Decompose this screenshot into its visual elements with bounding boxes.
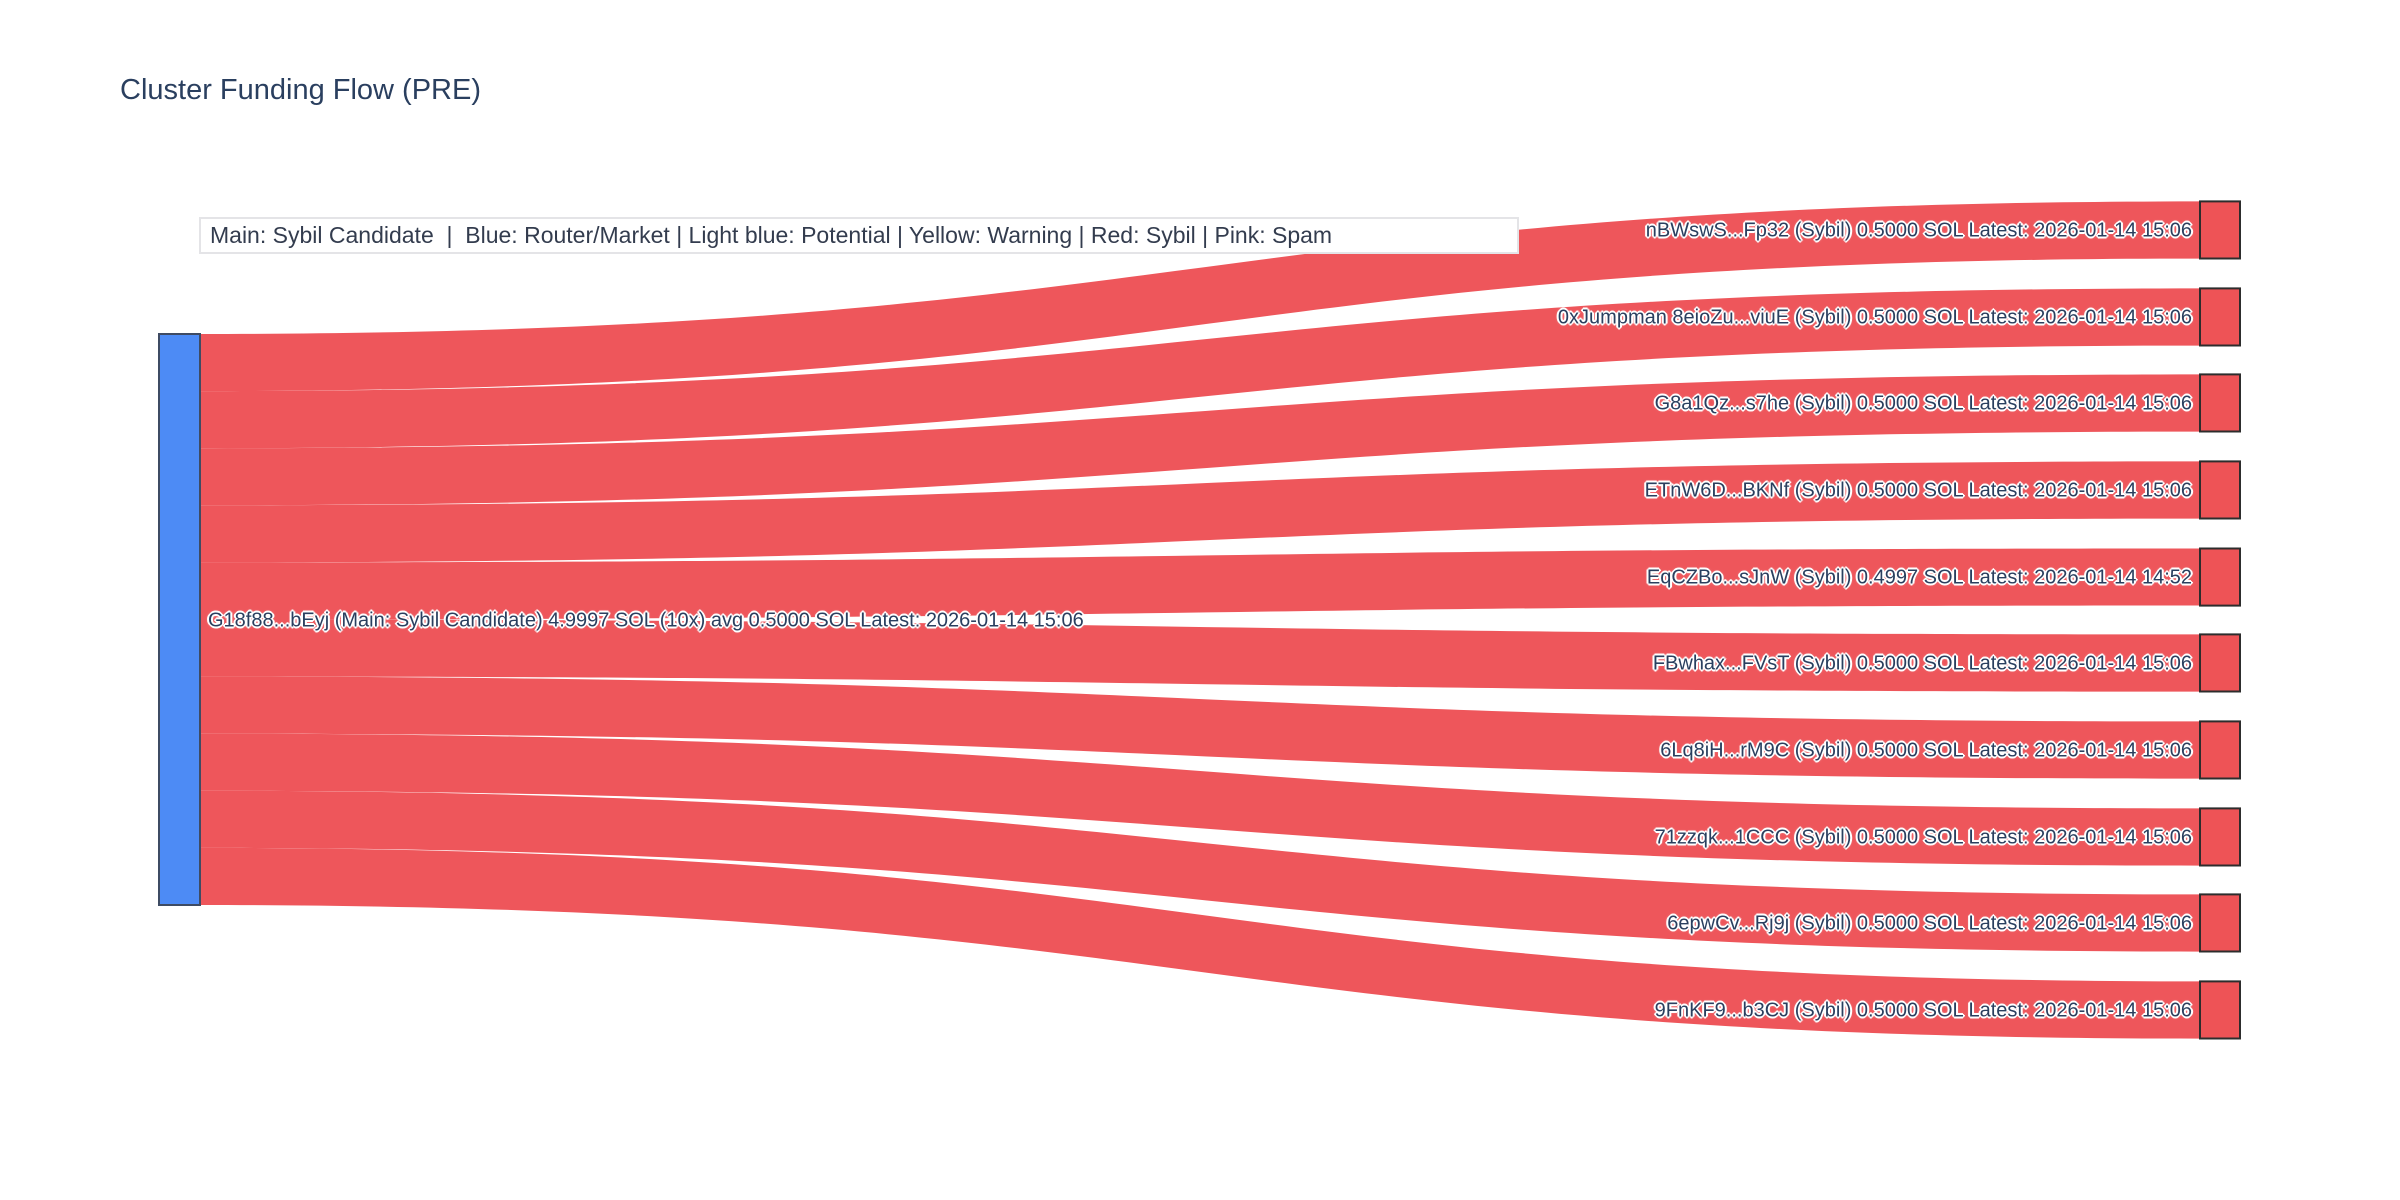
sankey-node-target[interactable] (2199, 633, 2241, 693)
color-legend: Main: Sybil Candidate | Blue: Router/Mar… (199, 217, 1519, 254)
sankey-link[interactable] (200, 288, 2200, 449)
source-node-label: G18f88...bEyj (Main: Sybil Candidate) 4.… (208, 609, 1084, 631)
target-node-label: 6epwCv...Rj9j (Sybil) 0.5000 SOL Latest:… (1667, 912, 2192, 935)
target-node-label: 0xJumpman 8eioZu...viuE (Sybil) 0.5000 S… (1557, 306, 2192, 329)
sankey-node-target[interactable] (2199, 373, 2241, 433)
sankey-link[interactable] (200, 676, 2200, 779)
target-node-label: G8a1Qz...s7he (Sybil) 0.5000 SOL Latest:… (1654, 392, 2192, 415)
target-node-label: FBwhax...FVsT (Sybil) 0.5000 SOL Latest:… (1652, 652, 2192, 675)
sankey-node-target[interactable] (2199, 287, 2241, 347)
sankey-node-target[interactable] (2199, 200, 2241, 260)
sankey-link[interactable] (200, 548, 2200, 620)
sankey-link[interactable] (200, 790, 2200, 952)
sankey-link[interactable] (200, 733, 2200, 866)
target-node-label: 9FnKF9...b3CJ (Sybil) 0.5000 SOL Latest:… (1654, 999, 2192, 1022)
sankey-link[interactable] (200, 619, 2200, 692)
chart-title: Cluster Funding Flow (PRE) (120, 74, 481, 106)
sankey-node-target[interactable] (2199, 460, 2241, 520)
sankey-link[interactable] (200, 847, 2200, 1039)
sankey-link[interactable] (200, 461, 2200, 563)
target-node-label: 6Lq8iH...rM9C (Sybil) 0.5000 SOL Latest:… (1660, 739, 2192, 762)
target-node-label: ETnW6D...BKNf (Sybil) 0.5000 SOL Latest:… (1644, 479, 2192, 502)
color-legend-text: Main: Sybil Candidate | Blue: Router/Mar… (210, 222, 1333, 248)
sankey-node-target[interactable] (2199, 720, 2241, 780)
sankey-node-target[interactable] (2199, 547, 2241, 607)
target-node-label: 71zzqk...1CCC (Sybil) 0.5000 SOL Latest:… (1654, 826, 2192, 849)
sankey-node-target[interactable] (2199, 807, 2241, 867)
sankey-node-target[interactable] (2199, 980, 2241, 1040)
sankey-link[interactable] (200, 201, 2200, 392)
sankey-node-source[interactable] (158, 333, 201, 906)
sankey-link[interactable] (200, 374, 2200, 506)
target-node-label: nBWswS...Fp32 (Sybil) 0.5000 SOL Latest:… (1645, 219, 2192, 242)
target-node-label: EqCZBo...sJnW (Sybil) 0.4997 SOL Latest:… (1646, 566, 2192, 589)
sankey-node-target[interactable] (2199, 893, 2241, 953)
